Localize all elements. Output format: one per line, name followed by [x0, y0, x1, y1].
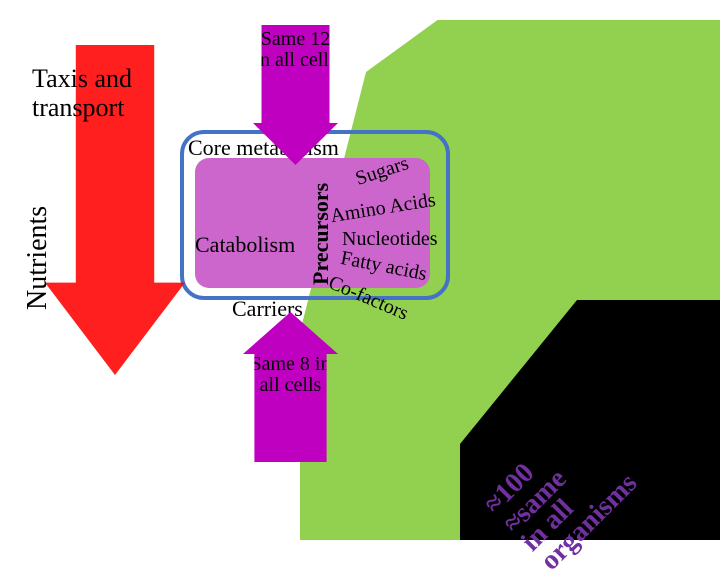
- precursors-vertical-label: Precursors: [308, 183, 334, 285]
- huge-variety-label: HugeVariety: [44, 370, 143, 447]
- text: Same 8 in all cells: [251, 353, 331, 396]
- product-nucleotides: Nucleotides: [342, 228, 438, 251]
- text: HugeVariety: [51, 371, 144, 448]
- text: Same 12 in all cells: [254, 28, 336, 71]
- catabolism-label: Catabolism: [195, 232, 295, 258]
- taxis-transport-label: Taxis andtransport: [32, 65, 132, 122]
- text: Taxis andtransport: [32, 64, 132, 122]
- nutrients-vertical-label: Nutrients: [22, 206, 54, 310]
